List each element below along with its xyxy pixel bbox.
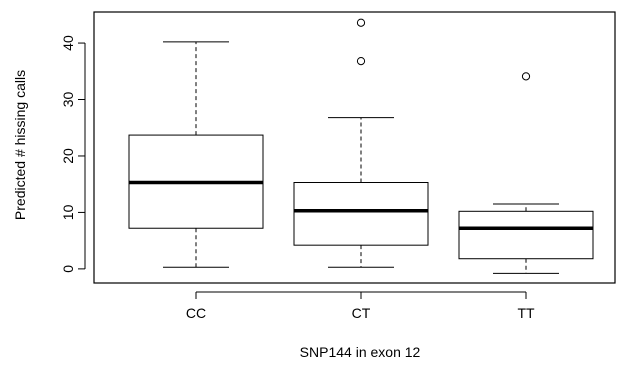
x-tick-label-tt: TT xyxy=(517,305,535,321)
box-ct xyxy=(293,18,429,268)
outlier-ct-1 xyxy=(356,57,366,66)
y-axis-label: Predicted # hissing calls xyxy=(12,70,28,220)
iqr-box-ct xyxy=(293,182,429,246)
outlier-tt-1 xyxy=(521,72,531,81)
y-tick-label-30: 30 xyxy=(60,92,76,108)
y-tick-label-40: 40 xyxy=(60,35,76,51)
y-axis-ticks: 0 10 20 30 40 xyxy=(60,35,85,273)
outlier-ct-2 xyxy=(356,18,366,27)
x-tick-label-ct: CT xyxy=(352,305,371,321)
y-tick-label-20: 20 xyxy=(60,148,76,164)
x-axis-ticks: CC CT TT xyxy=(186,292,535,321)
box-tt xyxy=(458,72,594,274)
box-cc xyxy=(128,41,264,268)
x-axis-label: SNP144 in exon 12 xyxy=(300,344,421,360)
plot-frame xyxy=(93,11,616,284)
y-tick-label-10: 10 xyxy=(60,204,76,220)
y-tick-label-0: 0 xyxy=(60,265,76,273)
boxes-group xyxy=(128,18,594,274)
iqr-box-tt xyxy=(458,210,594,260)
x-tick-label-cc: CC xyxy=(186,305,206,321)
